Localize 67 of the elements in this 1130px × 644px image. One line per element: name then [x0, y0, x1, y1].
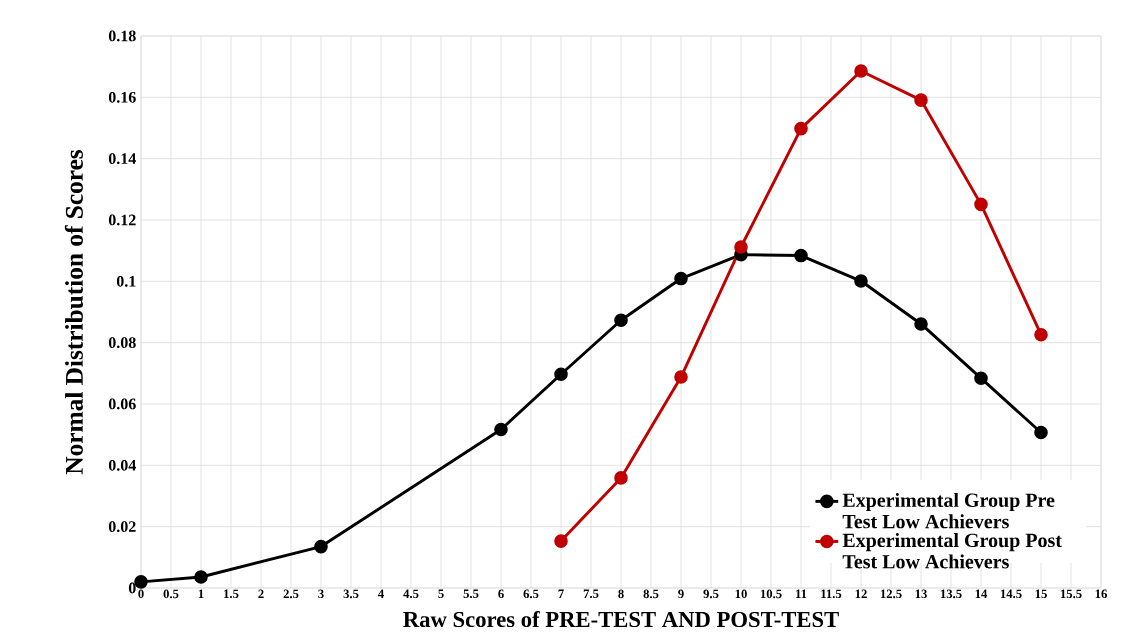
point	[134, 575, 148, 589]
point	[494, 422, 508, 437]
x-axis-title: Raw Scores of PRE-TEST AND POST-TEST	[403, 610, 839, 628]
x-tick-label: 10.5	[760, 589, 782, 599]
y-tick-label: 0.12	[108, 214, 136, 226]
point	[194, 570, 208, 584]
point	[914, 93, 928, 107]
y-tick-label: 0.04	[108, 459, 136, 471]
x-tick-label: 13.5	[940, 589, 962, 599]
x-tick-label: 2	[258, 589, 264, 598]
point	[794, 248, 808, 263]
point	[854, 64, 868, 78]
point	[614, 313, 628, 328]
x-tick-label: 2.5	[283, 589, 299, 599]
point	[734, 240, 748, 254]
x-tick-label: 0	[138, 589, 144, 599]
x-tick-label: 11.5	[821, 589, 842, 599]
x-tick-label: 3.5	[343, 589, 359, 599]
y-tick-label: 0.16	[108, 91, 136, 103]
x-tick-label: 6.5	[523, 589, 539, 599]
y-tick-label: 0.14	[108, 153, 136, 165]
point	[974, 371, 988, 386]
x-tick-label: 11	[796, 589, 807, 598]
point	[674, 370, 688, 384]
point	[794, 121, 808, 136]
y-tick-label: 0.06	[108, 398, 136, 410]
point	[314, 539, 328, 554]
y-tick-label: 0.08	[108, 337, 136, 349]
x-tick-label: 14.5	[1000, 589, 1022, 599]
x-tick-label: 10	[735, 589, 747, 599]
y-tick-label: 0.18	[108, 30, 136, 42]
x-tick-label: 8	[618, 589, 624, 599]
x-tick-label: 0.5	[163, 589, 179, 599]
x-tick-label: 15.5	[1060, 589, 1082, 599]
x-tick-label: 8.5	[643, 589, 659, 599]
x-tick-label: 4	[378, 589, 384, 598]
point	[554, 534, 568, 548]
legend-label: Experimental Group Post Test Low Achievers	[842, 533, 1062, 569]
legend-label: Experimental Group Pre Test Low Achievers	[842, 492, 1055, 529]
x-tick-label: 5.5	[463, 589, 479, 599]
point	[914, 317, 928, 331]
x-tick-label: 7.5	[583, 589, 599, 599]
x-tick-label: 7	[558, 589, 564, 598]
x-tick-label: 15	[1035, 589, 1047, 599]
x-tick-label: 16	[1095, 589, 1107, 599]
y-tick-label: 0.1	[116, 275, 136, 287]
x-tick-label: 9	[678, 589, 684, 599]
y-tick-label: 0.02	[108, 521, 136, 533]
x-tick-label: 9.5	[703, 589, 719, 599]
y-axis-title: Normal Distribution of Scores	[64, 149, 83, 475]
x-tick-label: 13	[915, 589, 927, 599]
point	[614, 471, 628, 485]
point	[554, 367, 568, 382]
x-tick-label: 6	[498, 589, 504, 599]
point	[974, 197, 988, 212]
point	[854, 274, 868, 288]
x-tick-label: 5	[438, 589, 444, 599]
x-tick-label: 4.5	[403, 589, 419, 599]
x-tick-label: 1	[198, 589, 204, 598]
point	[1034, 425, 1048, 440]
x-tick-label: 1.5	[224, 589, 239, 599]
point	[674, 271, 688, 286]
x-tick-label: 14	[975, 589, 988, 598]
x-tick-label: 12	[855, 589, 867, 598]
point	[1034, 327, 1048, 342]
x-tick-label: 3	[318, 589, 324, 599]
x-tick-label: 12.5	[880, 589, 902, 599]
